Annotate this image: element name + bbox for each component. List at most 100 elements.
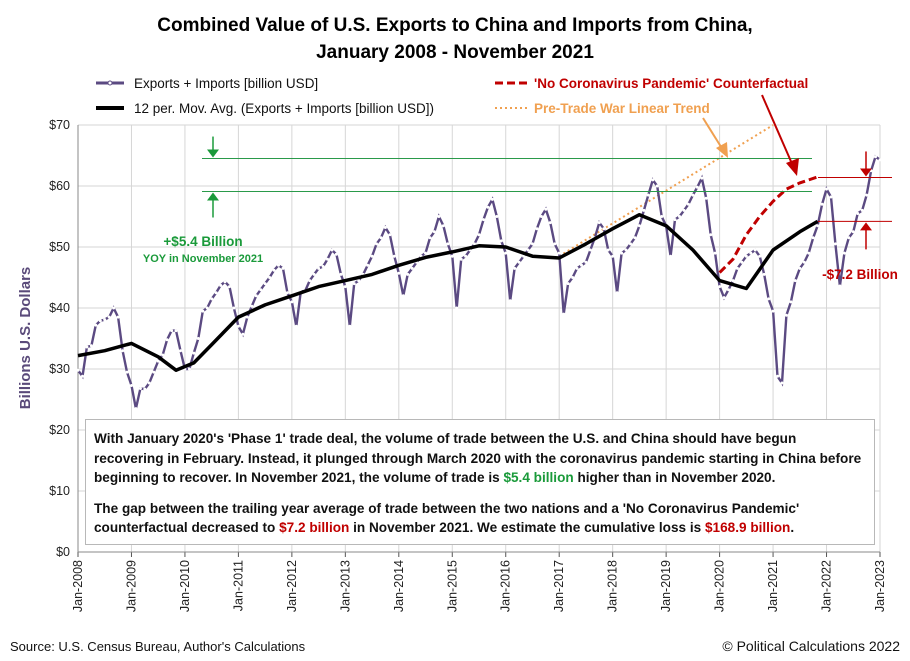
data-point: [192, 351, 196, 355]
commentary-text: .: [790, 520, 795, 535]
data-point: [513, 266, 517, 270]
data-point: [499, 239, 503, 243]
data-point: [459, 257, 463, 261]
data-point: [214, 291, 218, 295]
data-point: [838, 284, 842, 288]
data-point: [130, 384, 133, 387]
data-point: [744, 254, 748, 258]
data-point: [495, 215, 499, 218]
trend-pointer-arrow-head: [716, 142, 728, 158]
data-point: [695, 185, 699, 189]
data-point: [758, 254, 762, 258]
commentary-green-value: $5.4 billion: [503, 470, 574, 485]
y-tick-label: $30: [49, 362, 70, 376]
data-point: [784, 313, 788, 317]
data-point: [112, 306, 116, 310]
data-point: [700, 176, 704, 180]
data-point: [401, 294, 405, 298]
data-point: [727, 288, 730, 292]
data-point: [539, 215, 543, 218]
data-point: [348, 324, 352, 328]
data-point: [691, 193, 695, 197]
x-tick-label: Jan-2022: [820, 560, 834, 612]
chart-title-line1: Combined Value of U.S. Exports to China …: [157, 15, 752, 36]
data-point: [789, 300, 793, 304]
commentary-paragraph-1: With January 2020's 'Phase 1' trade deal…: [94, 429, 866, 488]
data-point: [798, 266, 802, 270]
data-point: [602, 227, 606, 231]
data-point: [655, 184, 659, 188]
series-counterfactual-line: [718, 175, 819, 274]
x-tick-label: Jan-2008: [71, 560, 85, 612]
data-point: [767, 297, 771, 301]
data-point: [85, 345, 89, 349]
x-tick-label: Jan-2023: [873, 560, 887, 612]
data-point: [161, 353, 165, 357]
data-point: [553, 242, 557, 246]
data-point: [615, 291, 619, 295]
data-point: [179, 349, 182, 353]
data-point: [807, 251, 811, 255]
chart-title-line2: January 2008 - November 2021: [316, 42, 594, 63]
data-point: [228, 285, 231, 289]
y-tick-label: $40: [49, 301, 70, 315]
data-point: [236, 324, 240, 328]
x-tick-label: Jan-2015: [445, 560, 459, 612]
data-point: [94, 323, 98, 327]
data-point: [718, 285, 722, 289]
data-point: [633, 236, 637, 240]
data-point: [107, 315, 111, 319]
data-point: [98, 319, 102, 323]
x-tick-label: Jan-2017: [552, 560, 566, 612]
data-point: [762, 272, 766, 276]
data-point: [731, 279, 735, 283]
data-point: [825, 187, 828, 191]
x-tick-label: Jan-2013: [338, 560, 352, 612]
data-point: [259, 288, 263, 292]
data-point: [486, 205, 490, 209]
data-point: [606, 248, 610, 252]
data-point: [482, 218, 485, 222]
data-point: [749, 251, 753, 255]
x-tick-label: Jan-2020: [713, 560, 727, 612]
data-point: [842, 251, 846, 255]
data-point: [624, 248, 628, 252]
data-point: [205, 306, 209, 310]
data-point: [865, 193, 869, 197]
x-tick-label: Jan-2012: [285, 560, 299, 612]
green-annotation-amount: +$5.4 Billion: [163, 234, 242, 249]
data-point: [686, 202, 690, 206]
data-point: [201, 309, 205, 313]
commentary-text: With January 2020's 'Phase 1' trade deal…: [94, 431, 862, 485]
data-point: [544, 207, 548, 211]
data-point: [780, 381, 784, 385]
data-point: [620, 251, 624, 255]
data-point: [103, 318, 107, 322]
data-point: [856, 212, 860, 215]
data-point: [611, 254, 615, 258]
data-point: [370, 254, 374, 258]
data-point: [490, 197, 494, 201]
data-point: [820, 202, 824, 206]
x-axis-ticks: Jan-2008 Jan-2009 Jan-2010 Jan-2011 Jan-2012…: [71, 560, 887, 612]
data-point: [446, 242, 450, 246]
red-annotation-amount: -$7.2 Billion: [822, 267, 898, 282]
data-point: [339, 272, 343, 276]
data-point: [277, 263, 280, 267]
legend-label-trend: Pre-Trade War Linear Trend: [534, 101, 710, 116]
data-point: [548, 221, 552, 225]
data-point: [223, 280, 227, 284]
data-point: [187, 367, 191, 371]
data-point: [504, 251, 508, 255]
legend-label-counterfactual: 'No Coronavirus Pandemic' Counterfactual: [534, 76, 808, 91]
data-point: [860, 208, 864, 212]
data-point: [285, 291, 289, 295]
data-point: [464, 254, 468, 258]
data-point: [508, 299, 512, 303]
y-axis-ticks: $0 $10 $20 $30 $40 $50 $60 $70: [49, 118, 70, 559]
data-point: [263, 282, 267, 286]
data-point: [811, 236, 815, 240]
data-point: [138, 387, 142, 390]
green-arrow-down-head: [207, 149, 219, 158]
